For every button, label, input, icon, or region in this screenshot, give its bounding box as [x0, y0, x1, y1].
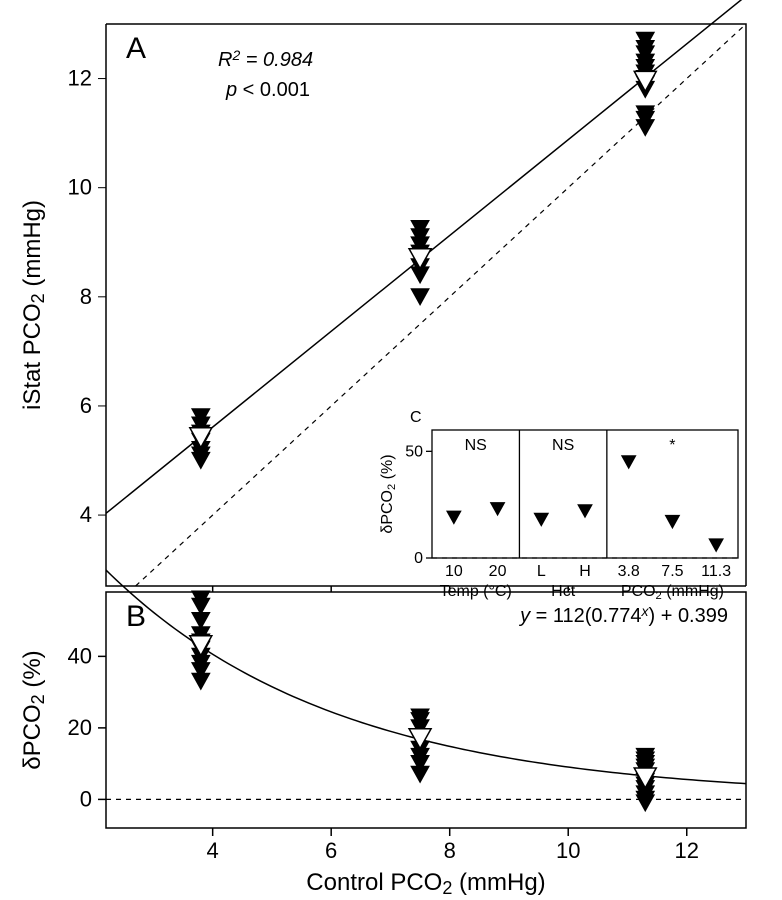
inset-cat: L	[537, 563, 546, 580]
ytick-a: 10	[68, 175, 92, 200]
inset-cat: H	[579, 563, 591, 580]
panel-b: 0 20 40 4 6 8 10 12 By = 112(0.774x) + 0.399 δPCO…	[19, 570, 746, 898]
inset-title: PCO2 (mmHg)	[621, 583, 724, 602]
panel-label-c: C	[410, 409, 422, 426]
panel-c: 0 50 δPCO2 (%) C 10 20 Temp (°C) NS L HHct NS 3.8 7.…	[379, 409, 738, 602]
ytick-a: 8	[80, 284, 92, 309]
xtick-b: 6	[325, 838, 337, 863]
panel-label-a: A	[126, 32, 146, 65]
ytick-b: 40	[68, 643, 92, 668]
xlabel: Control PCO2 (mmHg)	[306, 869, 545, 898]
inset-cat: 20	[489, 563, 507, 580]
inset-annot: *	[669, 437, 675, 454]
ylabel-c: δPCO2 (%)	[379, 454, 398, 533]
inset-annot: NS	[465, 437, 487, 454]
ytick-a: 6	[80, 393, 92, 418]
inset-cat: 7.5	[661, 563, 683, 580]
inset-cat: 3.8	[618, 563, 640, 580]
xtick-b: 12	[674, 838, 698, 863]
ylabel-b: δPCO2 (%)	[19, 650, 48, 769]
inset-title: Temp (°C)	[440, 583, 512, 600]
xtick-b: 4	[207, 838, 219, 863]
xtick-b: 10	[556, 838, 580, 863]
r2-label: R2 = 0.984	[218, 47, 313, 71]
p-label: p < 0.001	[225, 79, 310, 101]
inset-annot: NS	[552, 437, 574, 454]
panel-label-b: B	[126, 600, 146, 633]
inset-ytick: 50	[405, 443, 423, 460]
ytick-b: 20	[68, 715, 92, 740]
inset-title: Hct	[551, 583, 576, 600]
inset-cat: 10	[445, 563, 463, 580]
data-point	[411, 289, 429, 305]
inset-ytick: 0	[414, 550, 423, 567]
ytick-a: 12	[68, 66, 92, 91]
equation-label: y = 112(0.774x) + 0.399	[518, 603, 728, 627]
ytick-a: 4	[80, 502, 92, 527]
mean-point	[190, 636, 212, 656]
figure-svg: 4 6 8 10 12 A R2 = 0.984 p < 0.001 iStat PCO2 (m…	[0, 0, 782, 900]
xtick-b: 8	[444, 838, 456, 863]
ylabel-a: iStat PCO2 (mmHg)	[19, 200, 48, 410]
ytick-b: 0	[80, 786, 92, 811]
mean-point	[409, 729, 431, 749]
inset-cat: 11.3	[701, 563, 731, 580]
